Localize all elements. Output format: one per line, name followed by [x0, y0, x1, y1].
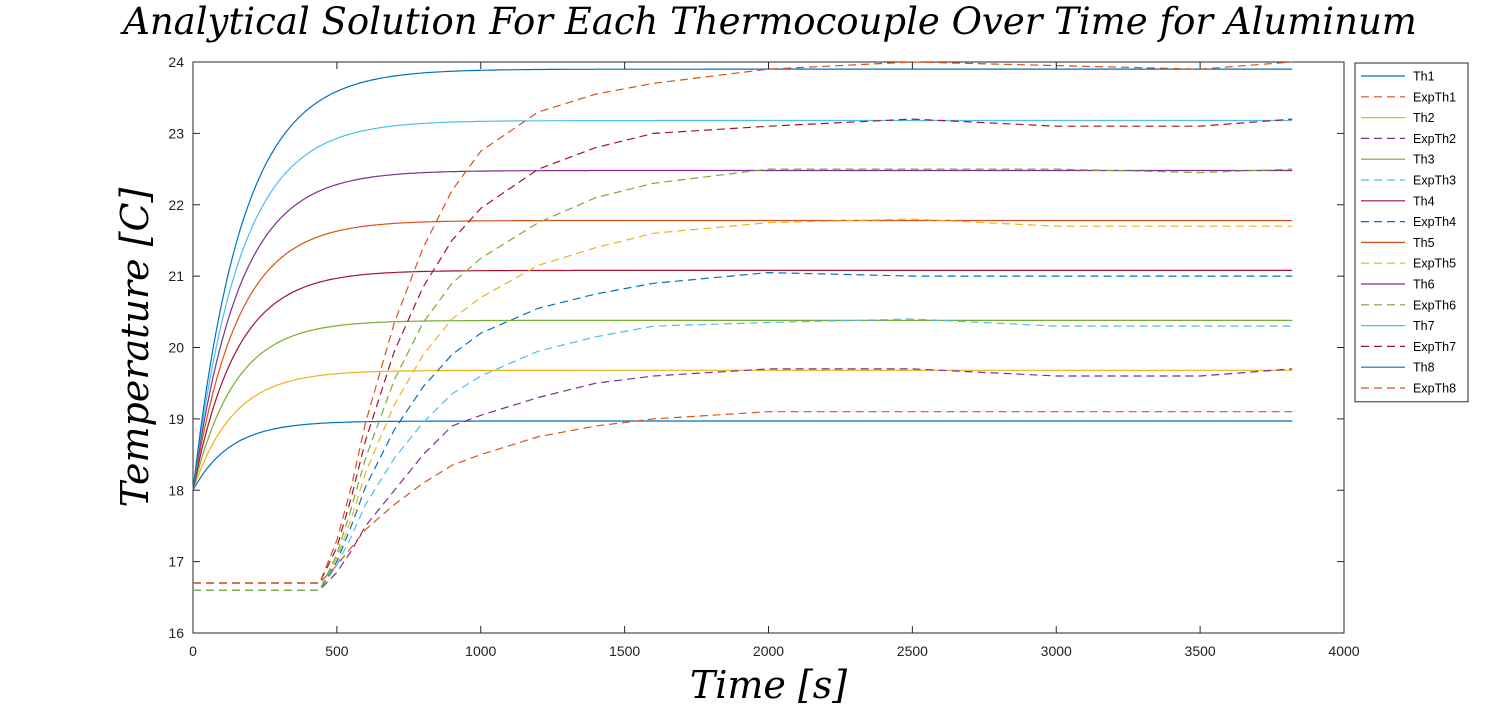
y-tick-label: 24 [168, 54, 184, 70]
series-line-expth6 [193, 168, 1293, 591]
series-line-expth4 [193, 271, 1293, 591]
legend-label-expth3: ExpTh3 [1413, 174, 1456, 188]
lines-layer [192, 61, 1293, 591]
series-line-th8 [192, 68, 1293, 491]
x-tick-label: 500 [325, 643, 349, 659]
series-line-th2 [192, 369, 1293, 491]
series-line-expth1 [193, 411, 1293, 584]
x-tick-label: 3000 [1041, 643, 1072, 659]
x-axis-title: Time [s] [690, 663, 847, 707]
legend-label-expth5: ExpTh5 [1413, 257, 1456, 271]
legend-label-th6: Th6 [1413, 278, 1435, 292]
series-line-th7 [192, 119, 1293, 491]
legend-box [1354, 62, 1469, 403]
legend-label-expth1: ExpTh1 [1413, 90, 1456, 104]
series-line-th3 [192, 319, 1293, 491]
y-tick-label: 16 [168, 625, 184, 641]
x-tick-label: 4000 [1328, 643, 1359, 659]
series-line-expth3 [193, 318, 1293, 591]
x-tick-label: 2500 [897, 643, 928, 659]
legend-label-expth8: ExpTh8 [1413, 382, 1456, 396]
x-tick-label: 1000 [465, 643, 496, 659]
legend-label-th8: Th8 [1413, 361, 1435, 375]
series-line-th1 [192, 420, 1293, 491]
legend-items: Th1 ExpTh1 Th2 ExpTh2 Th3 ExpTh3 Th4 ExpTh4 Th5 E… [1361, 70, 1456, 396]
series-line-expth7 [193, 118, 1293, 584]
legend-label-th5: Th5 [1413, 236, 1435, 250]
series-line-th4 [192, 269, 1293, 491]
x-tick-label: 0 [189, 643, 197, 659]
legend-label-th2: Th2 [1413, 111, 1435, 125]
series-line-th5 [192, 219, 1293, 491]
x-tick-label: 2000 [753, 643, 784, 659]
axes-box [192, 61, 1345, 634]
legend-label-th7: Th7 [1413, 319, 1435, 333]
y-tick-label: 19 [168, 411, 184, 427]
y-tick-label: 22 [168, 197, 184, 213]
legend-label-expth4: ExpTh4 [1413, 215, 1456, 229]
x-tick-label: 1500 [609, 643, 640, 659]
x-tick-label: 3500 [1185, 643, 1216, 659]
legend-label-th4: Th4 [1413, 194, 1435, 208]
y-tick-label: 17 [168, 554, 184, 570]
legend-label-expth7: ExpTh7 [1413, 340, 1456, 354]
series-line-expth2 [193, 368, 1293, 591]
series-line-expth8 [193, 61, 1293, 584]
legend-label-th1: Th1 [1413, 70, 1435, 84]
legend-label-th3: Th3 [1413, 153, 1435, 167]
legend-label-expth2: ExpTh2 [1413, 132, 1456, 146]
legend-label-expth6: ExpTh6 [1413, 298, 1456, 312]
y-tick-label: 18 [168, 482, 184, 498]
y-axis-title: Temperature [C] [113, 187, 157, 507]
y-tick-label: 20 [168, 340, 184, 356]
plot-area: 0 500 1000 1500 2000 2500 3000 3500 4000 16 17 18 19… [168, 54, 1359, 659]
y-tick-label: 21 [168, 268, 184, 284]
y-tick-label: 23 [168, 125, 184, 141]
ticks-layer: 0 500 1000 1500 2000 2500 3000 3500 4000 16 17 18 19… [168, 54, 1359, 659]
legend: Th1 ExpTh1 Th2 ExpTh2 Th3 ExpTh3 Th4 ExpTh4 Th5 E… [1354, 62, 1469, 403]
chart-title: Analytical Solution For Each Thermocoupl… [123, 0, 1417, 43]
